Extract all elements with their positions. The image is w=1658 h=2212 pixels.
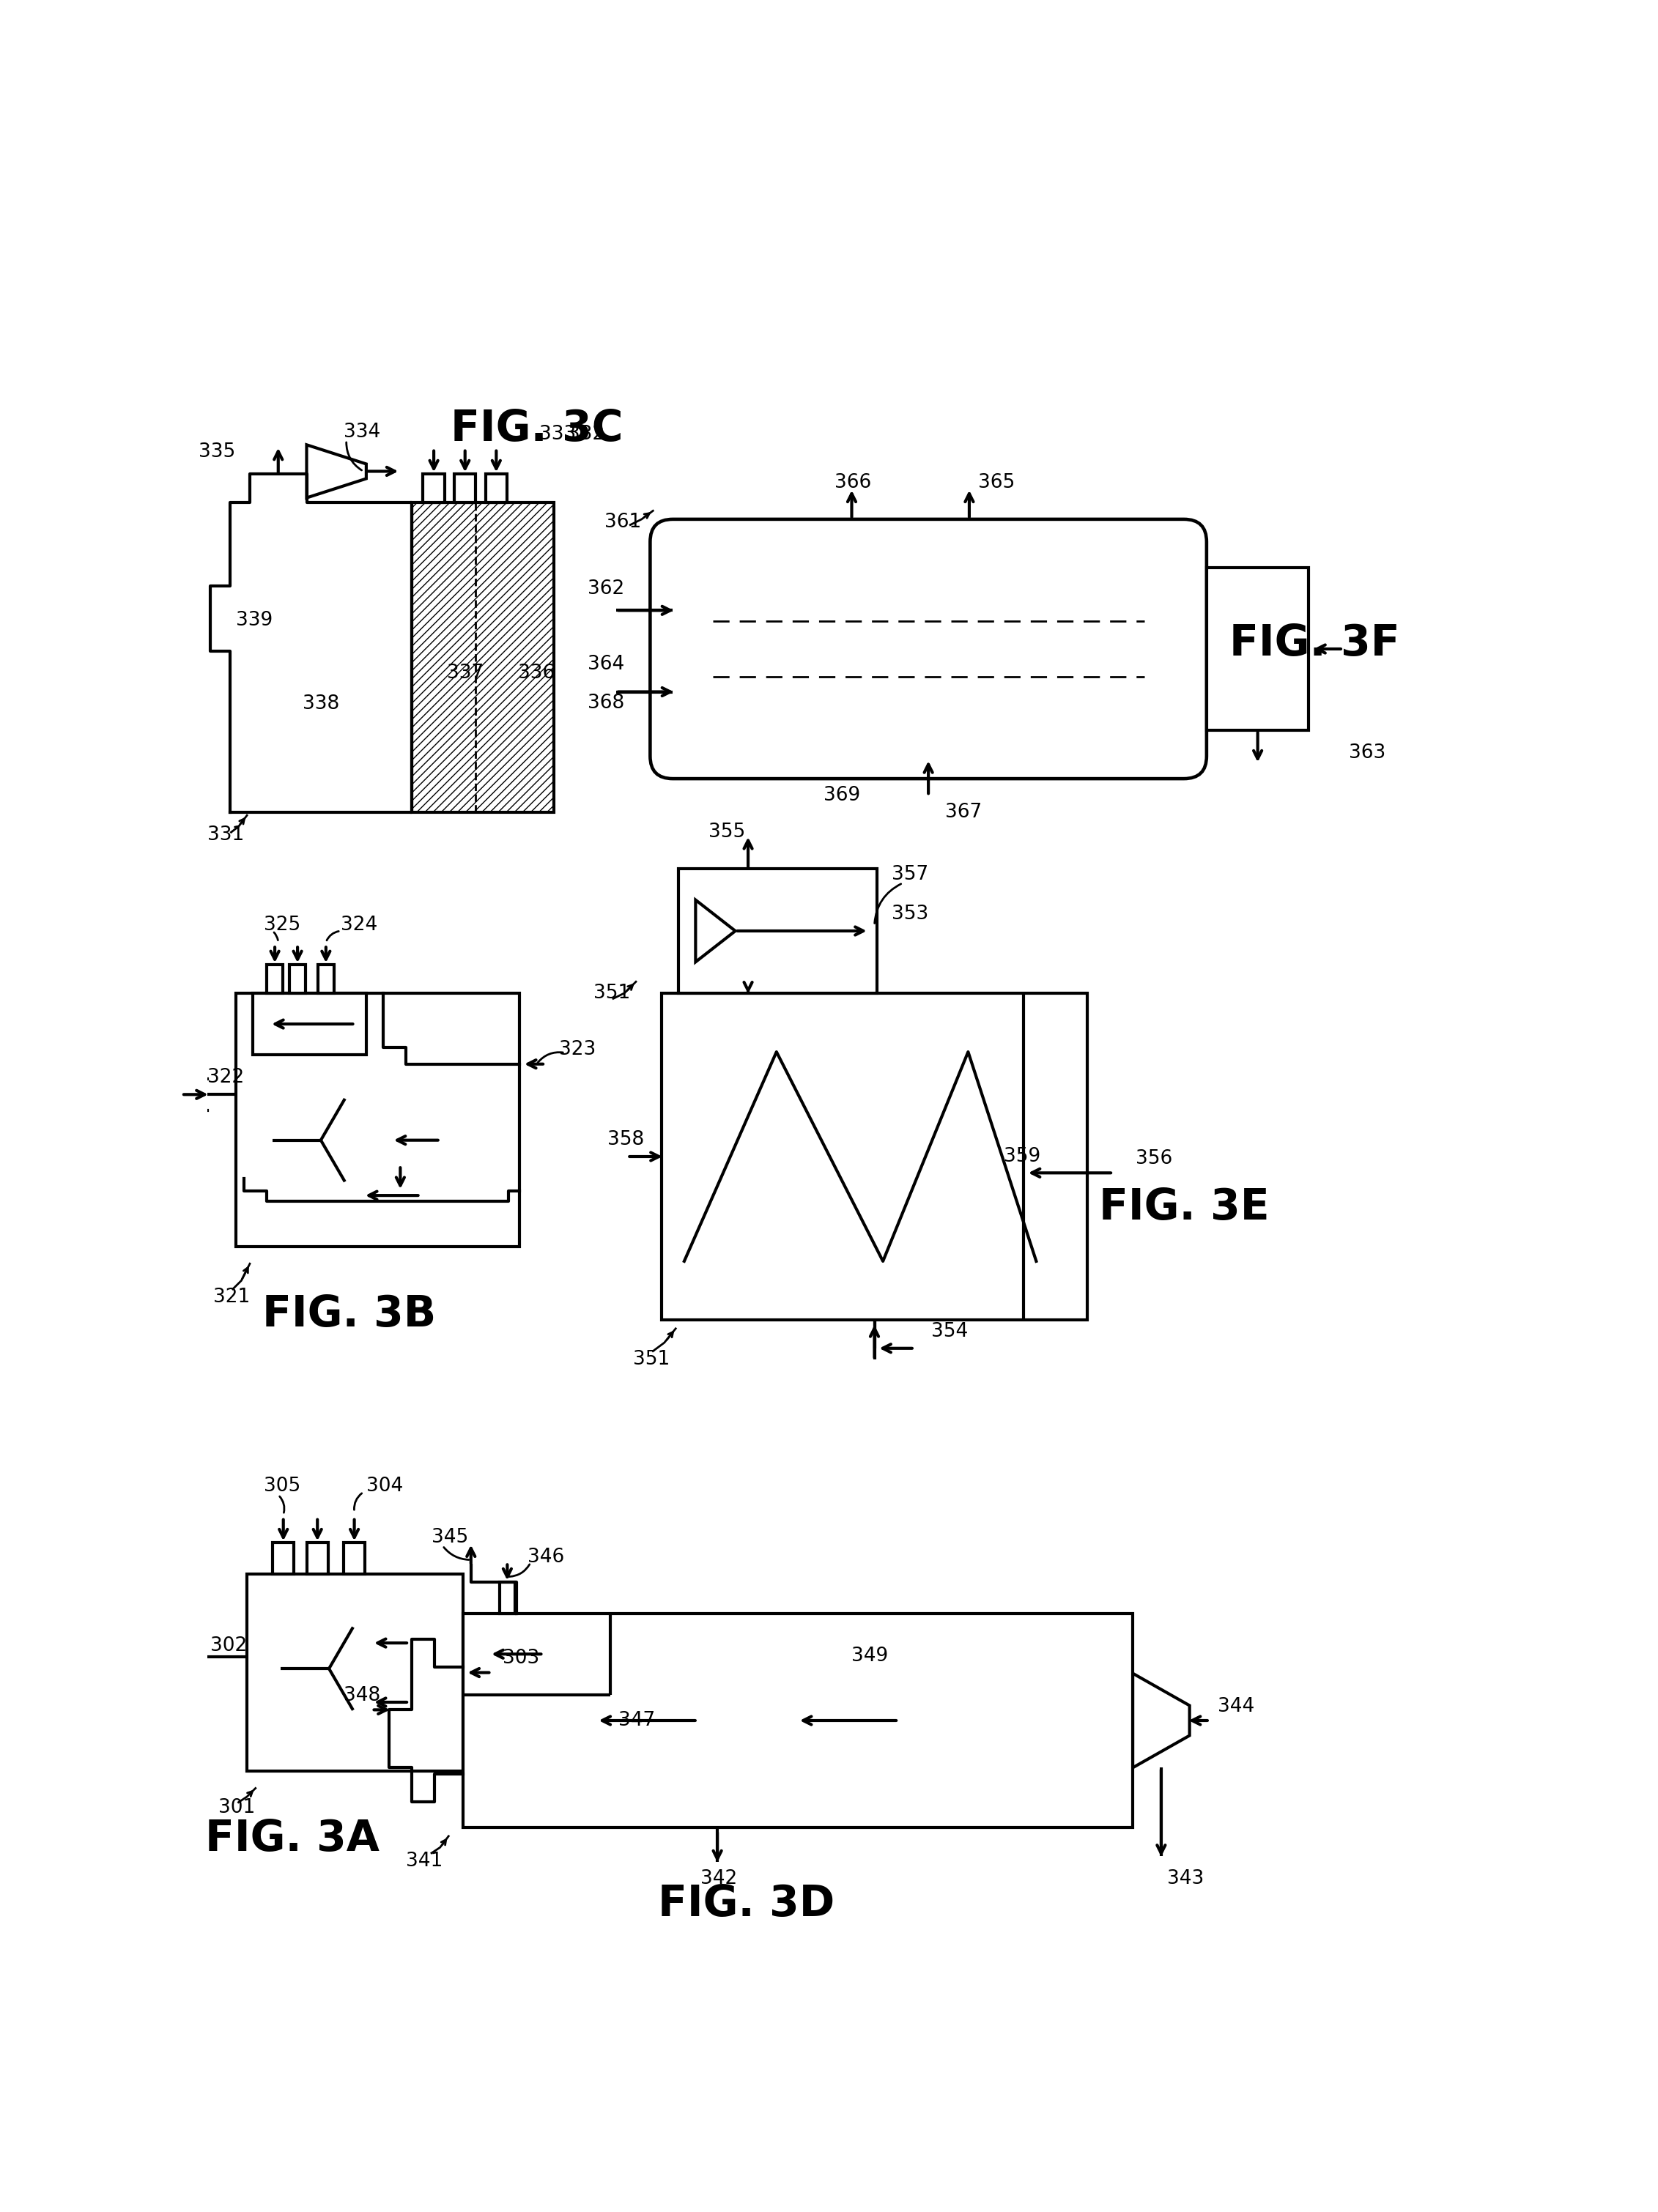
Bar: [486, 473, 507, 502]
Bar: [1207, 568, 1308, 730]
Text: FIG. 3E: FIG. 3E: [1099, 1186, 1268, 1228]
Text: 357: 357: [892, 865, 928, 885]
Text: 334: 334: [343, 422, 380, 442]
Text: 338: 338: [303, 695, 340, 714]
Text: 348: 348: [343, 1686, 380, 1705]
Text: 322: 322: [207, 1068, 244, 1086]
Bar: [463, 1613, 1132, 1827]
Bar: [247, 1575, 463, 1772]
Text: 358: 358: [607, 1130, 645, 1150]
Text: 347: 347: [618, 1712, 655, 1730]
Bar: [411, 502, 554, 812]
Text: FIG. 3F: FIG. 3F: [1229, 622, 1399, 664]
Text: 354: 354: [932, 1323, 968, 1340]
Text: FIG. 3B: FIG. 3B: [262, 1294, 436, 1336]
Polygon shape: [696, 900, 734, 962]
Text: 356: 356: [1136, 1150, 1172, 1168]
Text: 321: 321: [212, 1287, 250, 1307]
Text: 301: 301: [219, 1798, 255, 1818]
Text: 344: 344: [1219, 1697, 1255, 1717]
Text: 353: 353: [892, 905, 928, 925]
Text: 305: 305: [264, 1478, 300, 1495]
Bar: [678, 869, 877, 993]
Text: 345: 345: [431, 1528, 468, 1546]
Text: 366: 366: [834, 473, 872, 491]
Bar: [423, 473, 444, 502]
Bar: [235, 993, 519, 1248]
Text: FIG. 3A: FIG. 3A: [206, 1818, 380, 1860]
Text: 343: 343: [1167, 1869, 1204, 1889]
Text: FIG. 3C: FIG. 3C: [451, 409, 623, 449]
Text: 324: 324: [340, 916, 378, 936]
Bar: [252, 993, 366, 1055]
Bar: [267, 964, 284, 993]
Text: 335: 335: [199, 442, 235, 460]
Text: 325: 325: [264, 916, 300, 936]
Text: 351: 351: [633, 1349, 670, 1369]
Bar: [318, 964, 333, 993]
Text: 304: 304: [366, 1478, 403, 1495]
Text: 351: 351: [594, 984, 630, 1002]
Text: 367: 367: [945, 803, 982, 823]
Text: 323: 323: [559, 1040, 597, 1060]
Polygon shape: [307, 445, 366, 498]
Bar: [307, 1544, 328, 1575]
Bar: [454, 473, 476, 502]
FancyBboxPatch shape: [650, 520, 1207, 779]
Bar: [499, 1582, 516, 1613]
Text: 365: 365: [978, 473, 1015, 491]
Text: FIG. 3D: FIG. 3D: [658, 1882, 836, 1924]
Text: 346: 346: [527, 1548, 564, 1566]
Text: 362: 362: [587, 580, 625, 599]
Text: 331: 331: [207, 825, 244, 845]
Text: 337: 337: [448, 664, 484, 684]
Text: 355: 355: [708, 823, 744, 843]
Text: 349: 349: [851, 1646, 889, 1666]
Text: 369: 369: [824, 785, 861, 805]
Text: 359: 359: [1003, 1148, 1041, 1166]
Bar: [272, 1544, 293, 1575]
Text: 361: 361: [605, 513, 642, 531]
Polygon shape: [1132, 1672, 1189, 1767]
Text: 303: 303: [502, 1648, 539, 1668]
Text: 336: 336: [517, 664, 555, 684]
Text: 332: 332: [567, 425, 605, 445]
Text: 368: 368: [587, 695, 625, 712]
Bar: [343, 1544, 365, 1575]
Text: 341: 341: [406, 1851, 443, 1871]
Text: 339: 339: [235, 611, 272, 630]
Text: 364: 364: [587, 655, 625, 675]
Bar: [662, 993, 1088, 1321]
Text: 333: 333: [539, 425, 577, 445]
Text: 363: 363: [1348, 743, 1386, 763]
Text: 342: 342: [700, 1869, 738, 1889]
Bar: [290, 964, 305, 993]
Text: 302: 302: [211, 1637, 247, 1655]
